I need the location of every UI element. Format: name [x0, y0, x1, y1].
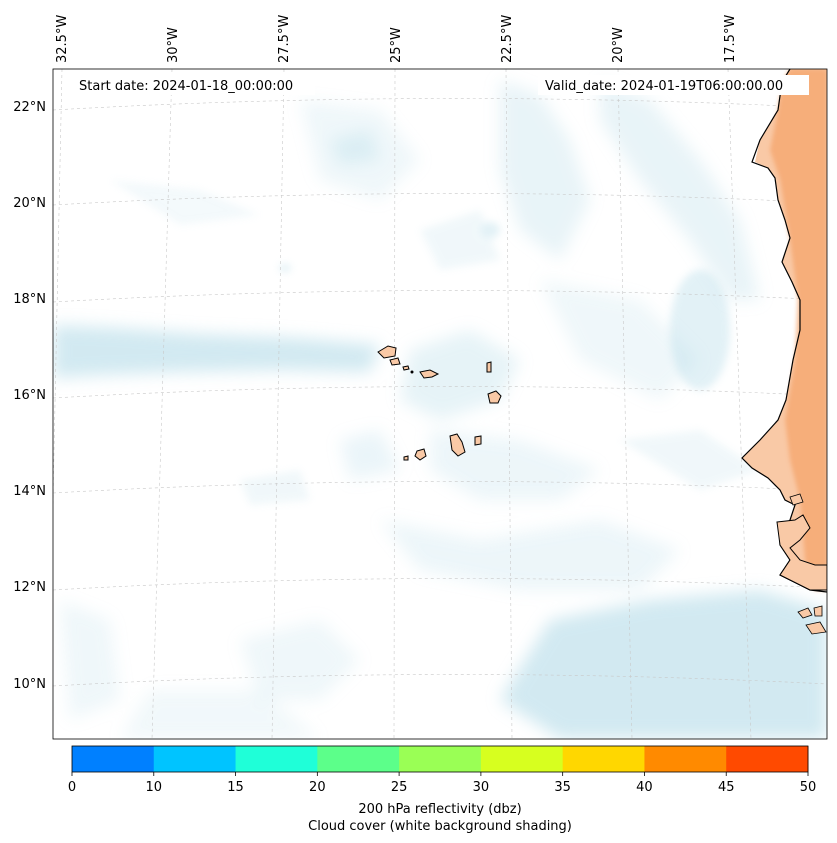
lat-label: 12°N [13, 580, 46, 595]
colorbar-swatches [72, 746, 809, 772]
lat-label: 22°N [13, 100, 46, 115]
lon-label: 32.5°W [55, 15, 70, 63]
colorbar-label-line1: 200 hPa reflectivity (dbz) [358, 802, 521, 817]
colorbar-tick-label: 45 [718, 780, 735, 795]
lat-label: 14°N [13, 484, 46, 499]
valid-date-box: Valid_date: 2024-01-19T06:00:00.00 [538, 75, 809, 95]
colorbar-tick-label: 25 [391, 780, 408, 795]
colorbar-swatch [317, 746, 400, 772]
lon-label: 30°W [166, 27, 181, 63]
start-date-box: Start date: 2024-01-18_00:00:00 [71, 75, 315, 95]
colorbar-swatch [399, 746, 482, 772]
colorbar-ticks: 0 10 15 20 25 30 35 40 45 50 [68, 772, 816, 795]
lat-label: 20°N [13, 196, 46, 211]
colorbar-swatch [562, 746, 645, 772]
island-sao-nicolau [419, 369, 440, 379]
african-coast [741, 69, 827, 635]
colorbar-frame [71, 745, 809, 773]
lon-label: 20°W [611, 27, 626, 63]
colorbar-tick-label: 10 [146, 780, 163, 795]
colorbar-tick-label: 20 [309, 780, 326, 795]
colorbar-tick-label: 35 [554, 780, 571, 795]
map-frame [52, 68, 828, 740]
longitude-labels: 32.5°W 30°W 27.5°W 25°W 22.5°W 20°W 17.5… [55, 15, 738, 63]
colorbar-tick-label: 15 [227, 780, 244, 795]
lat-label: 18°N [13, 292, 46, 307]
lon-label: 27.5°W [277, 15, 292, 63]
colorbar-tick-label: 50 [800, 780, 817, 795]
island-sao-vicente [389, 357, 401, 366]
latitude-labels: 22°N 20°N 18°N 16°N 14°N 12°N 10°N [13, 100, 46, 692]
island-brava [403, 455, 409, 461]
colorbar-swatch [153, 746, 237, 772]
island-santiago [449, 433, 466, 457]
colorbar-swatch [72, 746, 155, 772]
colorbar-tick-label: 0 [68, 780, 76, 795]
island-santo-antao [377, 345, 397, 359]
colorbar-swatch [644, 746, 727, 772]
colorbar-tick-label: 30 [473, 780, 490, 795]
valid-date-text: Valid_date: 2024-01-19T06:00:00.00 [545, 79, 783, 94]
cape-verde-islands [377, 345, 502, 461]
colorbar-swatch [726, 746, 809, 772]
lon-label: 25°W [389, 27, 404, 63]
island-fogo [414, 448, 427, 461]
mainland-orange-band [770, 69, 827, 590]
lon-label: 17.5°W [723, 15, 738, 63]
island-maio [474, 435, 482, 446]
island-santa-luzia [402, 365, 410, 371]
colorbar-swatch [480, 746, 564, 772]
island-sal [486, 361, 492, 373]
graticule [53, 69, 827, 739]
lat-label: 10°N [13, 677, 46, 692]
colorbar-label-line2: Cloud cover (white background shading) [308, 819, 572, 834]
colorbar-swatch [235, 746, 318, 772]
colorbar: 0 10 15 20 25 30 35 40 45 50 200 hPa reflectivity… [68, 745, 816, 834]
lon-label: 22.5°W [500, 15, 515, 63]
colorbar-tick-label: 40 [636, 780, 653, 795]
island-boa-vista [487, 390, 502, 404]
lat-label: 16°N [13, 388, 46, 403]
start-date-text: Start date: 2024-01-18_00:00:00 [79, 79, 293, 94]
